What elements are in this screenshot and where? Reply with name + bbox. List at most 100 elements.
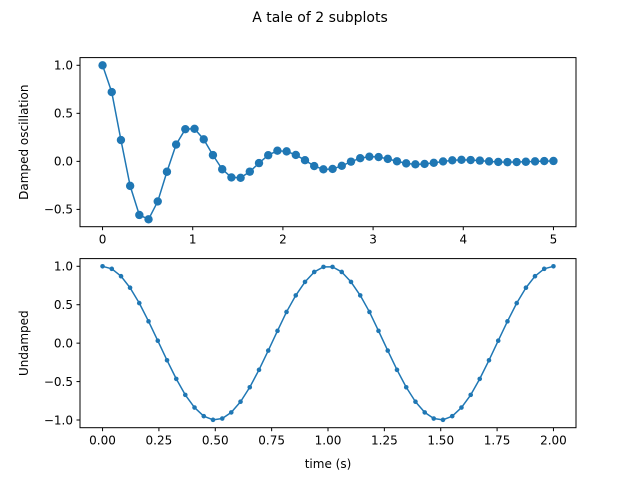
figure-suptitle: A tale of 2 subplots: [252, 10, 388, 26]
data-point: [540, 156, 549, 166]
data-point: [403, 384, 409, 390]
data-point: [521, 157, 531, 166]
data-point: [208, 150, 218, 160]
data-point: [431, 416, 437, 421]
data-point: [125, 181, 135, 191]
y-tick-label: 0.0: [54, 155, 73, 169]
data-point: [245, 167, 255, 176]
data-point: [291, 150, 301, 160]
data-point: [219, 416, 225, 421]
data-point: [459, 405, 464, 410]
data-point: [505, 319, 510, 324]
data-point: [116, 135, 126, 145]
data-point: [319, 165, 328, 174]
data-point: [98, 61, 107, 70]
data-point: [541, 266, 547, 272]
data-point: [284, 309, 289, 315]
y-tick-label: 0.5: [54, 298, 73, 312]
y-tick-label: 1.0: [54, 59, 73, 73]
data-point: [367, 309, 372, 315]
data-point: [512, 157, 521, 167]
data-point: [328, 164, 337, 174]
data-point: [422, 410, 428, 415]
data-point: [247, 384, 253, 390]
data-point: [394, 367, 400, 373]
x-tick-label: 0.00: [89, 434, 116, 448]
y-tick-label: 0.5: [54, 107, 73, 121]
data-point: [401, 159, 411, 168]
data-point: [293, 293, 299, 298]
data-point: [495, 338, 501, 343]
y-tick-label: 0.0: [54, 336, 73, 350]
data-point: [273, 146, 282, 155]
data-point: [449, 413, 455, 419]
bottom-subplot-xlabel: time (s): [305, 457, 352, 471]
y-tick-label: −1.0: [44, 413, 73, 427]
data-point: [181, 124, 190, 134]
x-tick-label: 4: [459, 233, 467, 247]
data-point: [228, 410, 234, 415]
data-point: [146, 319, 151, 324]
x-tick-label: 1: [189, 233, 197, 247]
x-tick-label: 1.50: [427, 434, 454, 448]
top-subplot-frame: [79, 57, 577, 228]
data-point: [466, 155, 475, 165]
x-tick-label: 2: [279, 233, 287, 247]
data-point: [264, 151, 273, 160]
top-subplot: 0 1 2 3 4 5 −0.5 0.0 0.5 1.0 Damped oscillation: [17, 57, 577, 247]
x-tick-label: 5: [550, 233, 558, 247]
data-point: [477, 376, 483, 382]
data-point: [385, 348, 391, 353]
bottom-subplot: 0.00 0.25 0.50 0.75 1.00 1.25 1.50 1.75 2.00 −1.0…: [17, 258, 577, 471]
data-point: [164, 357, 170, 363]
data-point: [429, 158, 438, 168]
data-point: [173, 376, 179, 382]
data-point: [383, 154, 392, 164]
data-point: [365, 152, 374, 161]
data-point: [392, 157, 402, 166]
x-tick-label: 3: [369, 233, 377, 247]
data-point: [282, 147, 291, 156]
data-point: [355, 154, 365, 163]
data-point: [302, 279, 308, 285]
x-tick-label: 2.00: [540, 434, 567, 448]
data-point: [153, 197, 162, 206]
data-point: [321, 264, 326, 270]
bottom-subplot-ticks: 0.00 0.25 0.50 0.75 1.00 1.25 1.50 1.75 2.00 −1.0…: [44, 260, 567, 448]
data-point: [201, 413, 207, 419]
data-point: [448, 156, 457, 165]
data-point: [438, 157, 448, 166]
data-point: [238, 399, 243, 405]
top-subplot-ticks: 0 1 2 3 4 5 −0.5 0.0 0.5 1.0: [44, 59, 557, 247]
data-point: [503, 157, 512, 167]
data-point: [135, 210, 144, 220]
data-point: [440, 417, 446, 423]
data-point: [376, 328, 381, 334]
x-tick-label: 0.25: [146, 434, 173, 448]
data-point: [118, 273, 124, 279]
data-point: [494, 157, 503, 167]
data-point: [192, 405, 197, 410]
top-subplot-series: [98, 61, 558, 224]
data-point: [348, 279, 354, 285]
bottom-subplot-ylabel: Undamped: [17, 310, 31, 376]
data-point: [275, 328, 280, 334]
data-point: [109, 266, 115, 272]
data-point: [265, 348, 271, 353]
data-point: [254, 158, 264, 168]
x-tick-label: 1.00: [315, 434, 342, 448]
data-point: [330, 264, 335, 270]
data-point: [549, 156, 558, 166]
data-point: [468, 392, 474, 398]
data-point: [182, 392, 188, 398]
data-point: [162, 167, 172, 176]
data-point: [171, 140, 181, 149]
data-point: [311, 269, 317, 275]
data-point: [256, 367, 262, 373]
x-tick-label: 0.50: [202, 434, 229, 448]
data-point: [337, 161, 346, 170]
x-tick-label: 0: [99, 233, 107, 247]
data-point: [357, 293, 363, 298]
